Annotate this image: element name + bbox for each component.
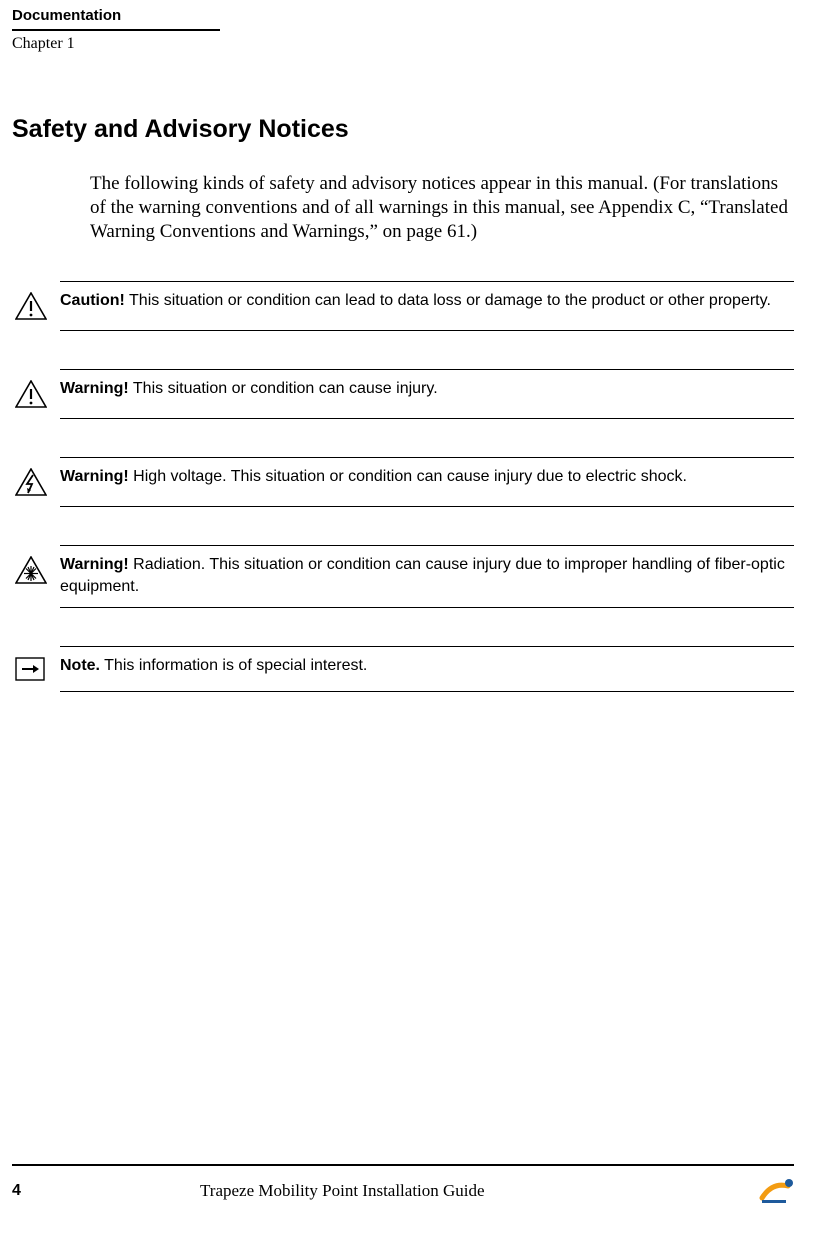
notice-label: Note. — [60, 657, 100, 674]
note-arrow-icon — [12, 655, 60, 681]
footer-title: Trapeze Mobility Point Installation Guid… — [200, 1181, 754, 1201]
chapter-label: Chapter 1 — [12, 35, 220, 53]
caution-icon — [12, 290, 60, 320]
radiation-icon — [12, 554, 60, 584]
notice-body: This information is of special interest. — [100, 657, 367, 674]
notice-label: Caution! — [60, 292, 125, 309]
voltage-icon — [12, 466, 60, 496]
notice-text: Warning! Radiation. This situation or co… — [60, 554, 794, 597]
footer-rule — [12, 1164, 794, 1166]
notice-label: Warning! — [60, 468, 129, 485]
notice-text: Warning! High voltage. This situation or… — [60, 466, 794, 488]
notice-rule-bottom — [60, 691, 794, 692]
notice-body: High voltage. This situation or conditio… — [129, 468, 687, 485]
section-intro: The following kinds of safety and adviso… — [90, 172, 794, 243]
warning-icon — [12, 378, 60, 408]
notices-list: Caution! This situation or condition can… — [12, 281, 794, 692]
notice-rule-bottom — [60, 330, 794, 331]
notice-rule-bottom — [60, 418, 794, 419]
page-header: Documentation Chapter 1 — [12, 7, 220, 53]
notice-text: Caution! This situation or condition can… — [60, 290, 794, 312]
page-footer: 4 Trapeze Mobility Point Installation Gu… — [12, 1164, 794, 1206]
notice-body: Radiation. This situation or condition c… — [60, 556, 785, 595]
notice-rule-bottom — [60, 607, 794, 608]
notice-radiation: Warning! Radiation. This situation or co… — [12, 545, 794, 608]
notice-label: Warning! — [60, 380, 129, 397]
notice-warning: Warning! This situation or condition can… — [12, 369, 794, 419]
notice-rule-bottom — [60, 506, 794, 507]
notice-text: Note. This information is of special int… — [60, 655, 794, 677]
section-title: Safety and Advisory Notices — [12, 115, 794, 144]
notice-note: Note. This information is of special int… — [12, 646, 794, 692]
notice-text: Warning! This situation or condition can… — [60, 378, 794, 400]
page-number: 4 — [12, 1182, 200, 1200]
notice-body: This situation or condition can cause in… — [129, 380, 438, 397]
notice-caution: Caution! This situation or condition can… — [12, 281, 794, 331]
notice-label: Warning! — [60, 556, 129, 573]
notice-voltage: Warning! High voltage. This situation or… — [12, 457, 794, 507]
header-rule — [12, 29, 220, 31]
doc-title: Documentation — [12, 7, 220, 26]
trapeze-logo-icon — [754, 1176, 794, 1206]
notice-body: This situation or condition can lead to … — [125, 292, 771, 309]
